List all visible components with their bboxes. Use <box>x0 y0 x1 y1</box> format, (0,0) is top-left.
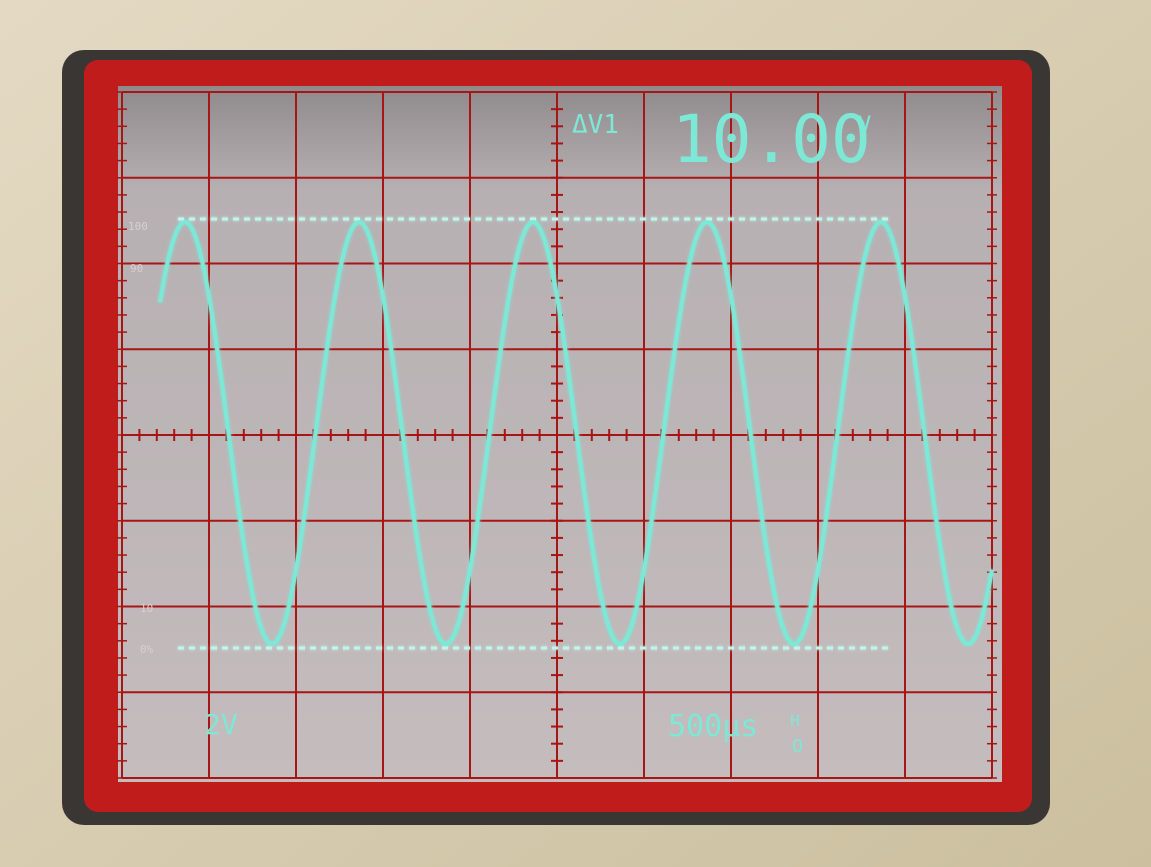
trigger-top: H <box>790 711 800 730</box>
readout-label: ΔV1 <box>572 110 619 140</box>
oscilloscope: ΔV1 10.00 V 100 90 10 0% 2V 500μs H O <box>0 0 1151 867</box>
time-per-div: 500μs <box>668 709 758 744</box>
readout-unit: V <box>858 113 871 138</box>
graticule-label: 90 <box>130 262 143 275</box>
trigger-bottom: O <box>792 736 803 757</box>
readout-value: 10.00 <box>672 101 871 178</box>
graticule-label: 0% <box>140 643 154 656</box>
volts-per-div: 2V <box>204 708 238 741</box>
graticule-label: 10 <box>140 602 153 615</box>
graticule-label: 100 <box>128 220 148 233</box>
